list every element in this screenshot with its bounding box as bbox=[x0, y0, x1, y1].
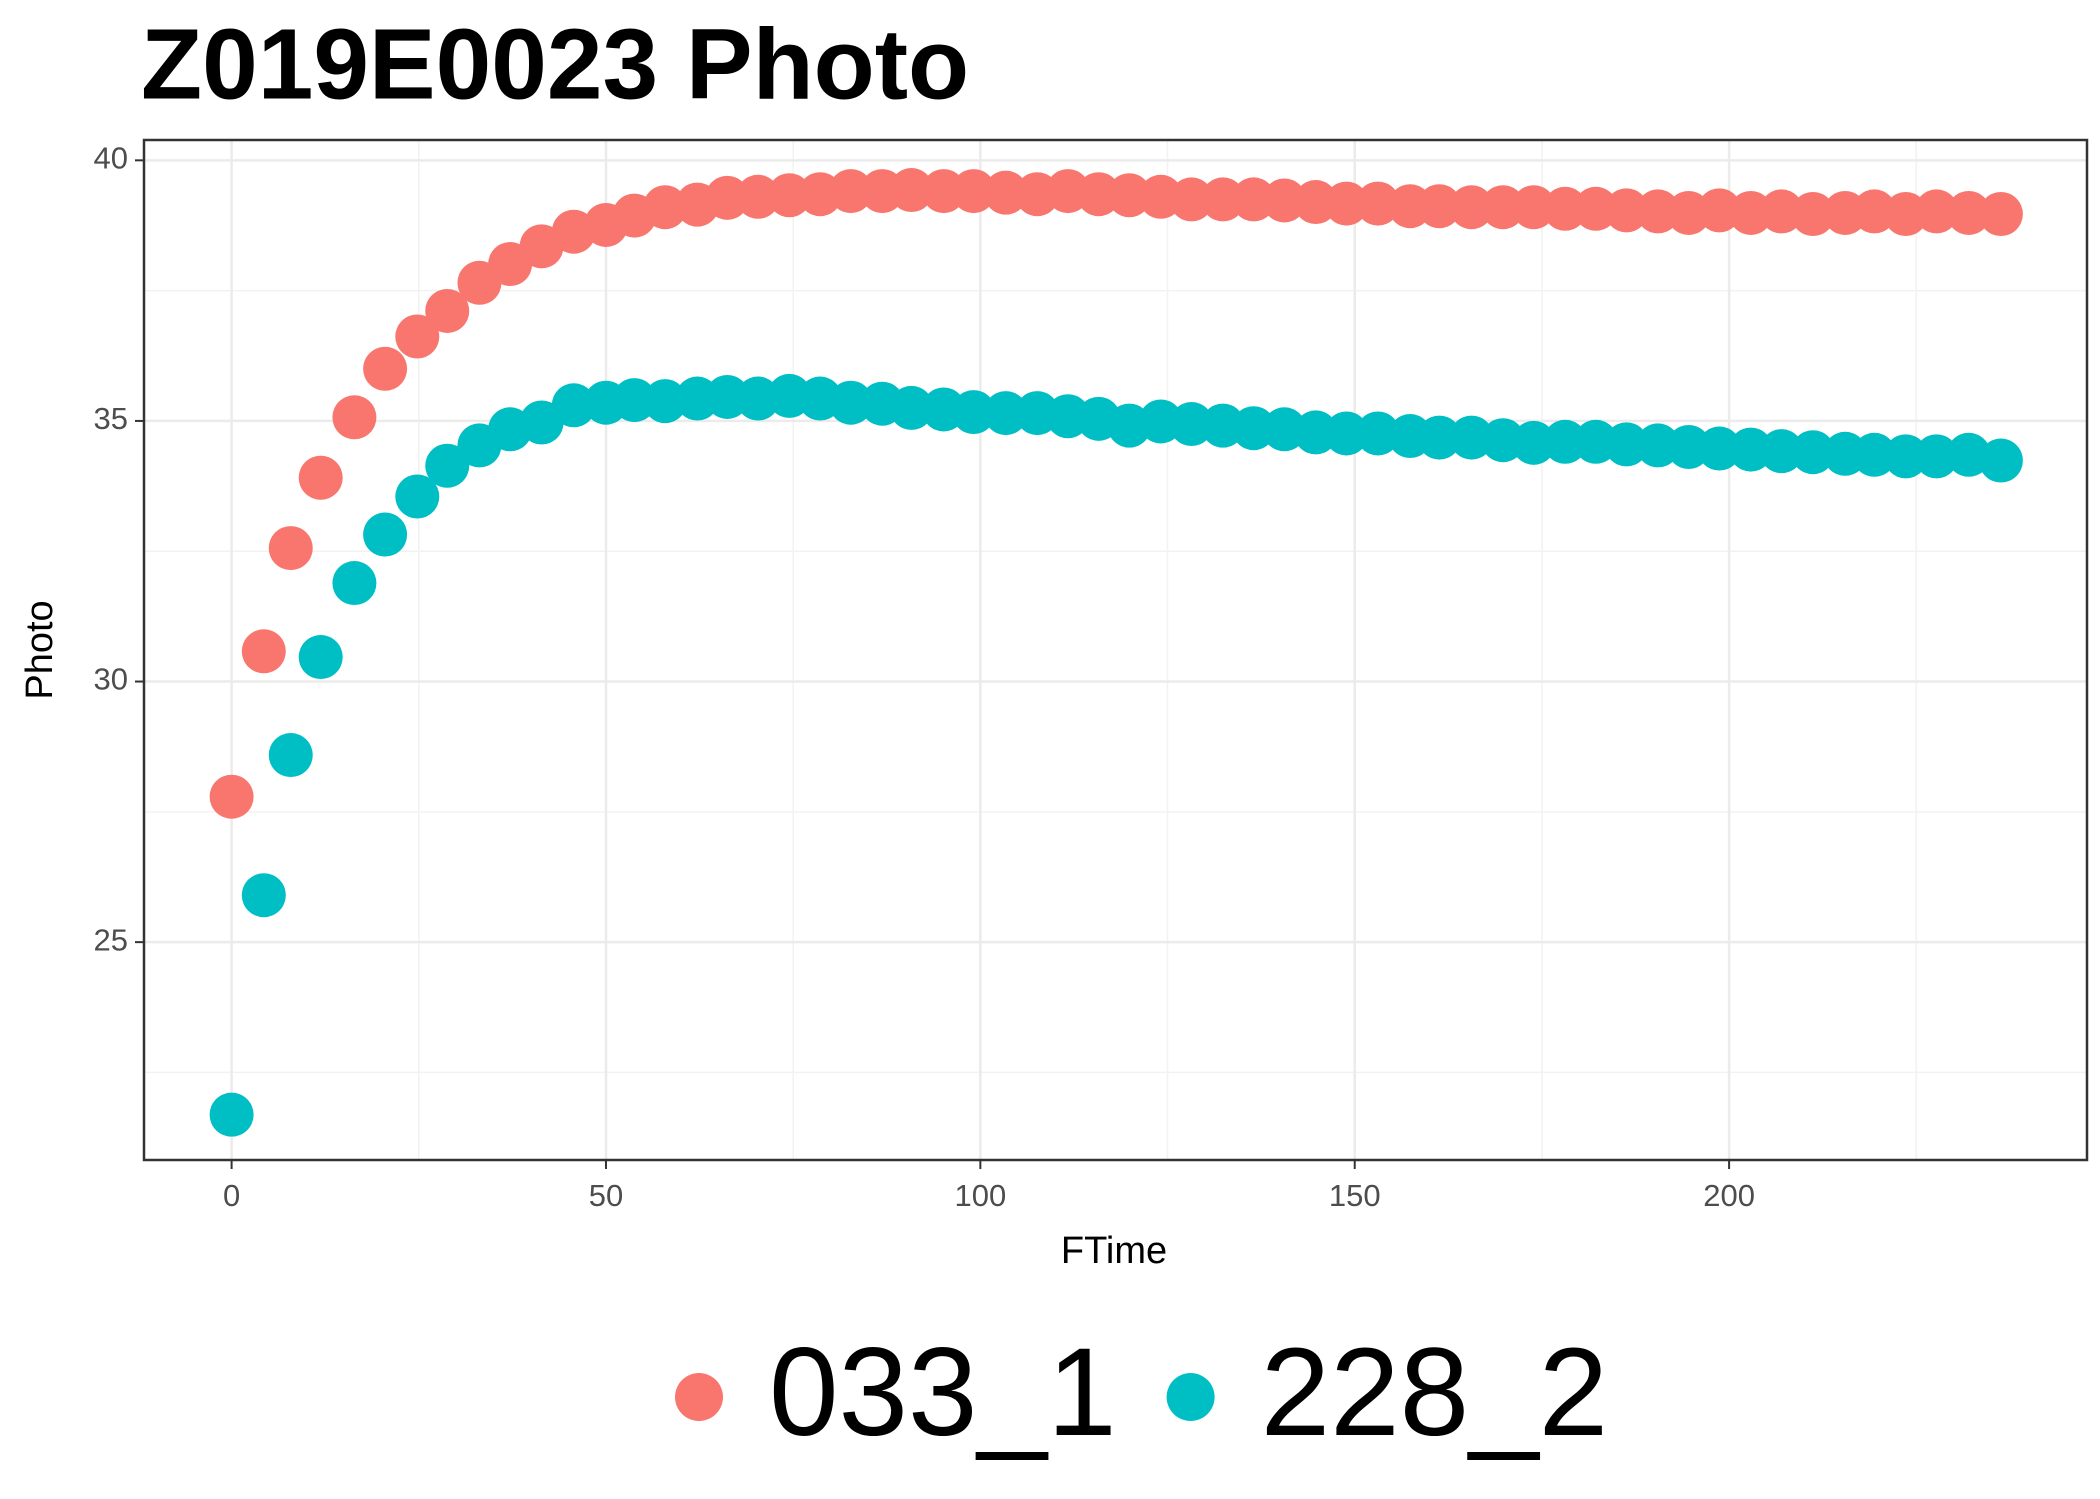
point bbox=[298, 635, 343, 680]
y-tick-label: 25 bbox=[94, 922, 128, 957]
y-axis-title: Photo bbox=[19, 600, 61, 699]
point bbox=[425, 288, 470, 333]
point bbox=[705, 175, 750, 220]
point bbox=[551, 383, 596, 428]
point bbox=[1604, 188, 1649, 233]
point bbox=[241, 873, 286, 918]
point bbox=[828, 380, 873, 425]
point bbox=[1076, 172, 1121, 217]
point bbox=[395, 474, 440, 519]
legend-label: 228_2 bbox=[1261, 1323, 1609, 1462]
legend-label: 033_1 bbox=[769, 1323, 1117, 1462]
point bbox=[1511, 420, 1556, 465]
y-tick-label: 40 bbox=[94, 141, 128, 176]
point bbox=[1790, 192, 1835, 237]
point bbox=[1200, 177, 1245, 222]
point bbox=[268, 733, 313, 778]
point bbox=[1293, 410, 1338, 455]
point bbox=[612, 378, 657, 423]
point bbox=[951, 169, 996, 214]
point bbox=[1355, 181, 1400, 226]
x-tick-label: 100 bbox=[954, 1178, 1006, 1213]
point bbox=[425, 443, 470, 488]
point bbox=[828, 169, 873, 214]
legend-key bbox=[675, 1373, 723, 1421]
point bbox=[1480, 185, 1525, 230]
x-tick-label: 150 bbox=[1329, 1178, 1381, 1213]
point bbox=[643, 185, 688, 230]
point bbox=[1324, 181, 1369, 226]
point bbox=[241, 629, 286, 674]
point bbox=[1604, 422, 1649, 467]
point bbox=[767, 173, 812, 218]
point bbox=[332, 395, 377, 440]
point bbox=[1417, 415, 1462, 460]
point bbox=[332, 561, 377, 606]
point bbox=[1543, 186, 1588, 231]
point bbox=[1449, 185, 1494, 230]
point bbox=[1449, 415, 1494, 460]
point bbox=[1262, 178, 1307, 223]
x-tick-label: 50 bbox=[589, 1178, 623, 1213]
point bbox=[1852, 432, 1897, 477]
y-tick-label: 35 bbox=[94, 401, 128, 436]
point bbox=[1790, 430, 1835, 475]
point bbox=[1169, 402, 1214, 447]
point bbox=[1697, 188, 1742, 233]
point bbox=[1169, 177, 1214, 222]
point bbox=[1759, 429, 1804, 474]
point bbox=[735, 174, 780, 219]
point bbox=[1511, 185, 1556, 230]
point bbox=[983, 170, 1028, 215]
point bbox=[889, 168, 934, 213]
point bbox=[1883, 434, 1928, 479]
point bbox=[1231, 177, 1276, 222]
legend-key bbox=[1166, 1373, 1215, 1421]
point bbox=[1417, 184, 1462, 229]
x-tick-label: 0 bbox=[223, 1178, 240, 1213]
point bbox=[1543, 419, 1588, 464]
point bbox=[889, 385, 934, 430]
point bbox=[1697, 426, 1742, 471]
point bbox=[268, 526, 313, 571]
point bbox=[519, 400, 564, 445]
point bbox=[1231, 406, 1276, 451]
point bbox=[298, 455, 343, 500]
point bbox=[643, 379, 688, 424]
point bbox=[1324, 411, 1369, 456]
y-tick-label: 30 bbox=[94, 662, 128, 697]
point bbox=[209, 1092, 254, 1137]
point bbox=[1914, 189, 1959, 234]
point bbox=[1978, 438, 2023, 483]
point bbox=[209, 774, 254, 819]
point bbox=[983, 391, 1028, 436]
x-axis-title: FTime bbox=[1061, 1230, 1167, 1272]
point bbox=[1914, 434, 1959, 479]
point bbox=[1107, 173, 1152, 218]
point bbox=[363, 512, 408, 557]
point bbox=[1978, 192, 2023, 237]
point bbox=[363, 346, 408, 391]
panel-border bbox=[142, 138, 2089, 1162]
point bbox=[951, 390, 996, 435]
point bbox=[735, 376, 780, 421]
point bbox=[1852, 189, 1897, 234]
point bbox=[395, 314, 440, 359]
point bbox=[1355, 411, 1400, 456]
chart-title: Z019E0023 Photo bbox=[141, 8, 969, 120]
point bbox=[1946, 190, 1991, 235]
x-tick-label: 200 bbox=[1703, 1178, 1755, 1213]
point bbox=[1759, 189, 1804, 234]
